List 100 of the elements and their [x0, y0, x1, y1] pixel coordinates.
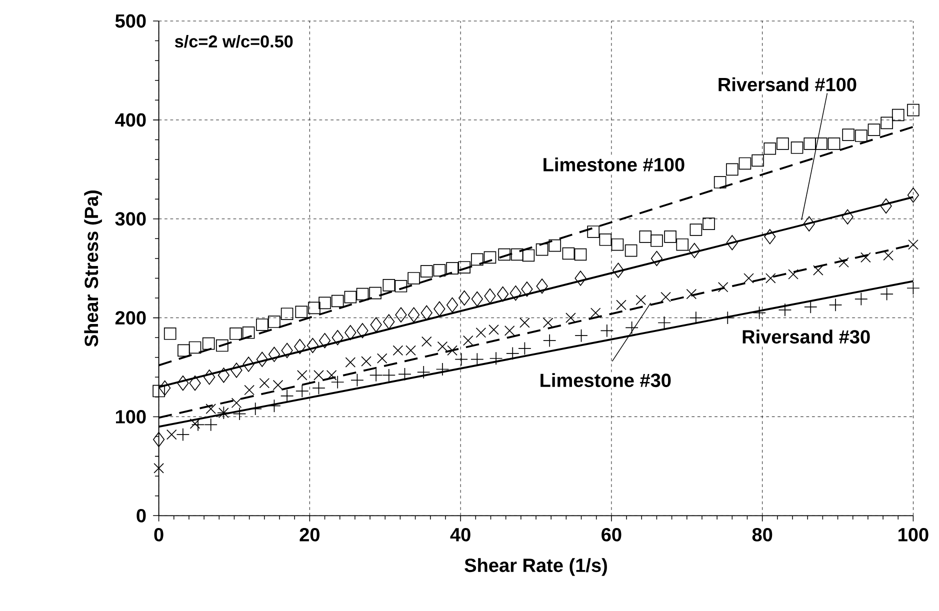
point	[433, 264, 446, 276]
point	[256, 352, 268, 367]
point	[296, 384, 309, 398]
point	[883, 250, 894, 261]
point	[804, 137, 816, 150]
point	[790, 141, 804, 154]
point	[611, 238, 624, 251]
point	[420, 265, 433, 278]
point	[636, 294, 646, 306]
point	[650, 234, 663, 247]
point	[296, 370, 308, 380]
point	[332, 330, 344, 346]
point	[295, 306, 308, 318]
point	[280, 308, 294, 320]
point	[828, 137, 840, 150]
point	[159, 380, 171, 396]
point	[880, 287, 894, 301]
point	[344, 290, 357, 304]
point	[318, 296, 331, 310]
point	[268, 399, 281, 412]
point	[536, 278, 548, 294]
point	[855, 130, 868, 142]
point	[230, 327, 242, 340]
point	[688, 242, 700, 258]
point	[268, 316, 280, 328]
point	[383, 314, 395, 330]
point	[471, 253, 484, 266]
point	[624, 244, 638, 257]
point	[752, 154, 764, 167]
point	[562, 247, 575, 260]
point	[587, 226, 600, 238]
point	[178, 344, 190, 357]
point	[536, 243, 548, 256]
point	[702, 218, 715, 230]
point	[152, 384, 165, 398]
point	[446, 262, 458, 274]
point	[437, 341, 448, 352]
point	[510, 248, 524, 261]
point	[376, 353, 388, 364]
point	[476, 327, 486, 338]
point	[776, 137, 789, 150]
x-tick-label: 0	[154, 528, 164, 542]
point	[842, 209, 854, 224]
point	[281, 342, 293, 358]
point	[906, 281, 920, 295]
y-axis-title: Shear Stress (Pa)	[84, 190, 102, 347]
point	[318, 332, 331, 348]
y-tick-label: 300	[115, 212, 146, 226]
point	[689, 311, 703, 324]
point	[416, 366, 430, 379]
point	[520, 318, 530, 328]
x-tick-label: 20	[300, 528, 320, 542]
point	[498, 248, 510, 261]
point	[690, 224, 702, 236]
point	[813, 265, 824, 276]
point	[828, 298, 842, 312]
annotation: s/c=2 w/c=0.50	[174, 34, 293, 48]
point	[484, 288, 496, 304]
point	[394, 280, 408, 292]
point	[190, 418, 200, 429]
point	[484, 251, 496, 264]
point	[361, 356, 372, 366]
point	[599, 233, 612, 246]
point	[395, 307, 407, 322]
point	[625, 320, 638, 334]
point	[398, 367, 412, 381]
point	[764, 229, 776, 244]
point	[436, 362, 450, 376]
x-tick-label: 40	[450, 528, 470, 542]
point	[202, 337, 215, 350]
point	[268, 346, 280, 362]
point	[280, 389, 294, 403]
point	[590, 308, 601, 318]
point	[510, 285, 522, 301]
point	[506, 346, 520, 360]
point	[548, 239, 562, 252]
point	[489, 352, 503, 365]
point	[232, 407, 246, 420]
point	[471, 291, 483, 307]
point	[331, 294, 344, 308]
text: Riversand #100	[718, 77, 856, 92]
point	[188, 341, 202, 354]
point	[154, 462, 164, 474]
point	[216, 339, 228, 352]
point	[574, 270, 586, 286]
point	[152, 432, 165, 448]
point	[420, 305, 432, 320]
point	[458, 261, 470, 274]
point	[497, 286, 509, 302]
point	[248, 402, 262, 416]
point	[518, 342, 532, 356]
point	[714, 176, 726, 188]
point	[521, 281, 533, 297]
point	[907, 187, 920, 203]
point	[369, 286, 382, 300]
point	[880, 116, 893, 129]
text: Limestone #30	[540, 373, 671, 388]
point	[392, 345, 404, 356]
point	[314, 370, 324, 380]
point	[566, 312, 576, 323]
